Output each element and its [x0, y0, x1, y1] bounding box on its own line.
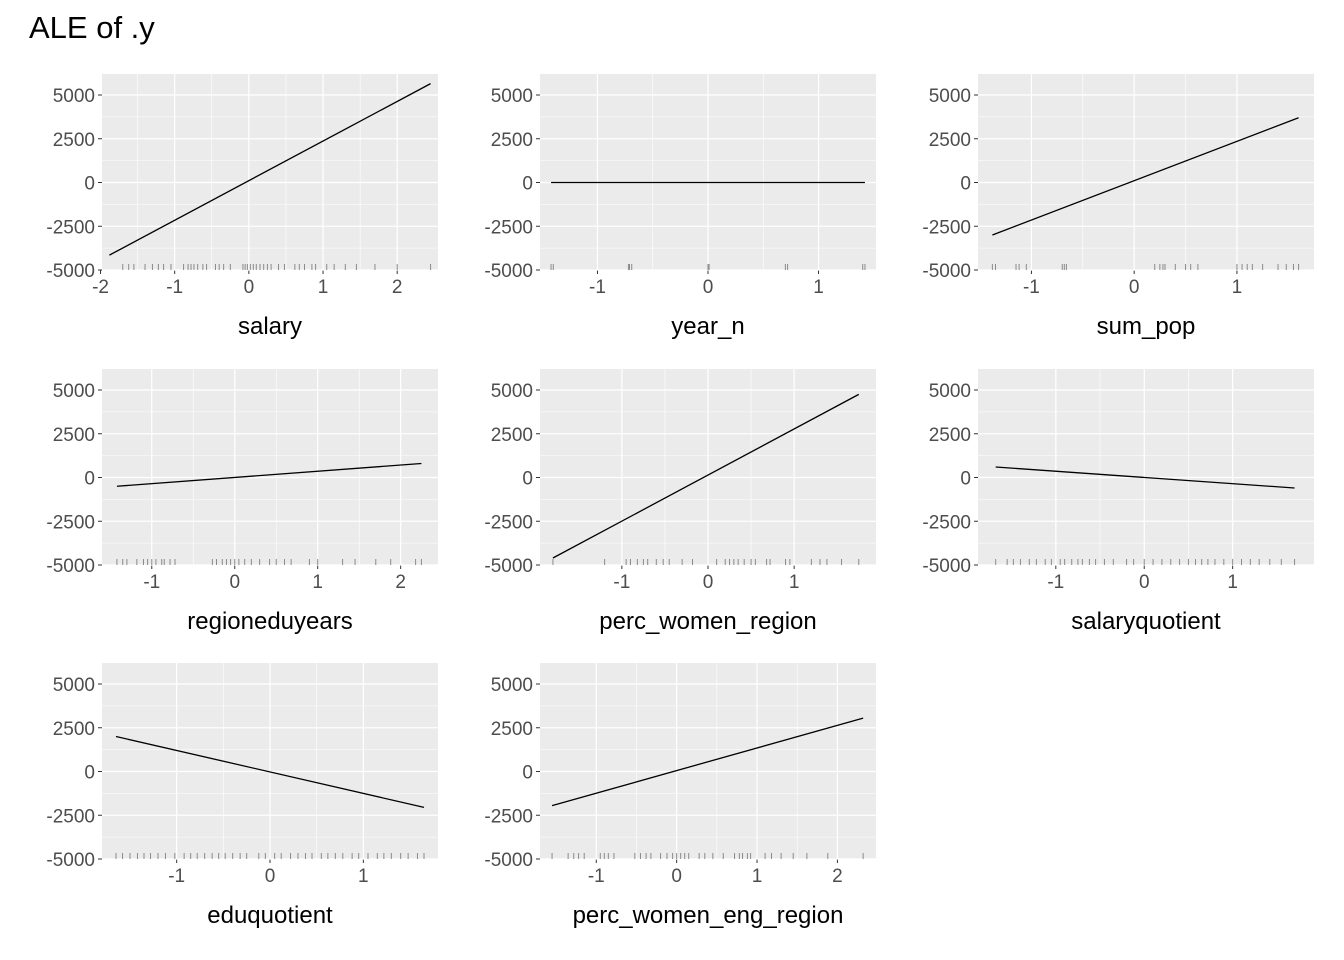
ale-line [115, 735, 425, 809]
y-tick-label: -2500 [484, 512, 533, 533]
x-tick-label: 2 [832, 866, 843, 887]
y-tick-label: -5000 [922, 261, 971, 282]
y-tick-label: 0 [522, 469, 533, 490]
ale-panel-1: -1 0 1 -5000 -2500 0 2500 5000 year_n [484, 74, 876, 340]
y-tick-label: 0 [522, 763, 533, 784]
y-tick-label: -5000 [484, 556, 533, 577]
x-tick-label: -1 [166, 277, 183, 298]
y-tick-label: 2500 [491, 130, 533, 151]
x-tick-label: -2 [92, 277, 109, 298]
y-tick-label: 2500 [929, 130, 971, 151]
y-tick-label: 5000 [491, 675, 533, 696]
y-tick-label: -5000 [484, 261, 533, 282]
y-tick-label: -2500 [46, 806, 95, 827]
ale-line [116, 462, 422, 487]
chart-title: ALE of .y [29, 10, 155, 45]
y-tick-label: -2500 [46, 217, 95, 238]
x-tick-label: 1 [358, 866, 369, 887]
x-tick-label: -1 [589, 277, 606, 298]
y-tick-label: 5000 [53, 86, 95, 107]
x-tick-label: -1 [168, 866, 185, 887]
y-tick-label: -5000 [484, 850, 533, 871]
y-tick-label: 0 [960, 469, 971, 490]
y-tick-label: -2500 [46, 512, 95, 533]
panel-background [978, 74, 1314, 270]
x-tick-label: -1 [613, 572, 630, 593]
y-tick-label: 5000 [929, 381, 971, 402]
y-tick-label: 0 [960, 174, 971, 195]
x-tick-label: 1 [813, 277, 824, 298]
y-tick-label: 5000 [929, 86, 971, 107]
ale-line [995, 466, 1295, 489]
x-axis-title: salary [238, 313, 302, 340]
x-tick-label: 1 [789, 572, 800, 593]
panel-background [978, 369, 1314, 565]
y-tick-label: -5000 [46, 261, 95, 282]
y-tick-label: -5000 [922, 556, 971, 577]
x-tick-label: 0 [265, 866, 276, 887]
y-tick-label: 2500 [929, 425, 971, 446]
y-tick-label: 5000 [491, 86, 533, 107]
ale-line [109, 83, 431, 256]
y-tick-label: -2500 [922, 512, 971, 533]
panel-background [102, 369, 438, 565]
x-tick-label: 2 [392, 277, 403, 298]
y-tick-label: -2500 [484, 806, 533, 827]
x-axis-title: perc_women_region [599, 608, 816, 635]
x-tick-label: 2 [395, 572, 406, 593]
ale-panel-3: -1 0 1 2 -5000 -2500 0 2500 5000 regioneduyears [46, 369, 438, 635]
x-axis-title: sum_pop [1097, 313, 1196, 340]
y-tick-label: 0 [522, 174, 533, 195]
y-tick-label: 0 [84, 174, 95, 195]
x-tick-label: -1 [1047, 572, 1064, 593]
y-tick-label: 2500 [491, 425, 533, 446]
ale-panel-5: -1 0 1 -5000 -2500 0 2500 5000 salaryquotient [922, 369, 1314, 635]
ale-line [992, 117, 1299, 236]
x-tick-label: -1 [588, 866, 605, 887]
y-tick-label: 2500 [491, 719, 533, 740]
y-tick-label: 5000 [53, 381, 95, 402]
x-axis-title: salaryquotient [1071, 608, 1221, 635]
x-tick-label: 0 [244, 277, 255, 298]
x-tick-label: 0 [1129, 277, 1140, 298]
ale-line [552, 393, 860, 559]
x-tick-label: 1 [752, 866, 763, 887]
x-axis-title: eduquotient [207, 902, 333, 929]
ale-panel-7: -1 0 1 2 -5000 -2500 0 2500 5000 perc_women_eng_r… [484, 663, 876, 929]
ale-panel-2: -1 0 1 -5000 -2500 0 2500 5000 sum_pop [922, 74, 1314, 340]
ale-line [551, 717, 864, 807]
x-tick-label: 1 [318, 277, 329, 298]
x-tick-label: 0 [229, 572, 240, 593]
y-tick-label: -2500 [484, 217, 533, 238]
x-tick-label: 0 [703, 572, 714, 593]
panel-background [102, 74, 438, 270]
x-tick-label: -1 [1023, 277, 1040, 298]
y-tick-label: 0 [84, 763, 95, 784]
ale-panel-6: -1 0 1 -5000 -2500 0 2500 5000 eduquotient [46, 663, 438, 929]
y-tick-label: -2500 [922, 217, 971, 238]
y-tick-label: -5000 [46, 556, 95, 577]
y-tick-label: 2500 [53, 425, 95, 446]
y-tick-label: 5000 [53, 675, 95, 696]
y-tick-label: 5000 [491, 381, 533, 402]
x-tick-label: 0 [1139, 572, 1150, 593]
x-axis-title: year_n [671, 313, 744, 340]
y-tick-label: -5000 [46, 850, 95, 871]
x-tick-label: 1 [1232, 277, 1243, 298]
x-tick-label: 1 [1227, 572, 1238, 593]
y-tick-label: 2500 [53, 130, 95, 151]
x-tick-label: 0 [671, 866, 682, 887]
x-axis-title: perc_women_eng_region [573, 902, 844, 929]
x-tick-label: 0 [703, 277, 714, 298]
ale-panel-4: -1 0 1 -5000 -2500 0 2500 5000 perc_women_region [484, 369, 876, 635]
y-tick-label: 0 [84, 469, 95, 490]
x-tick-label: 1 [312, 572, 323, 593]
panel-background [540, 663, 876, 859]
y-tick-label: 2500 [53, 719, 95, 740]
ale-panel-0: -2 -1 0 1 2 -5000 -2500 0 2500 5000 salary [46, 74, 438, 340]
x-tick-label: -1 [143, 572, 160, 593]
x-axis-title: regioneduyears [187, 608, 352, 635]
